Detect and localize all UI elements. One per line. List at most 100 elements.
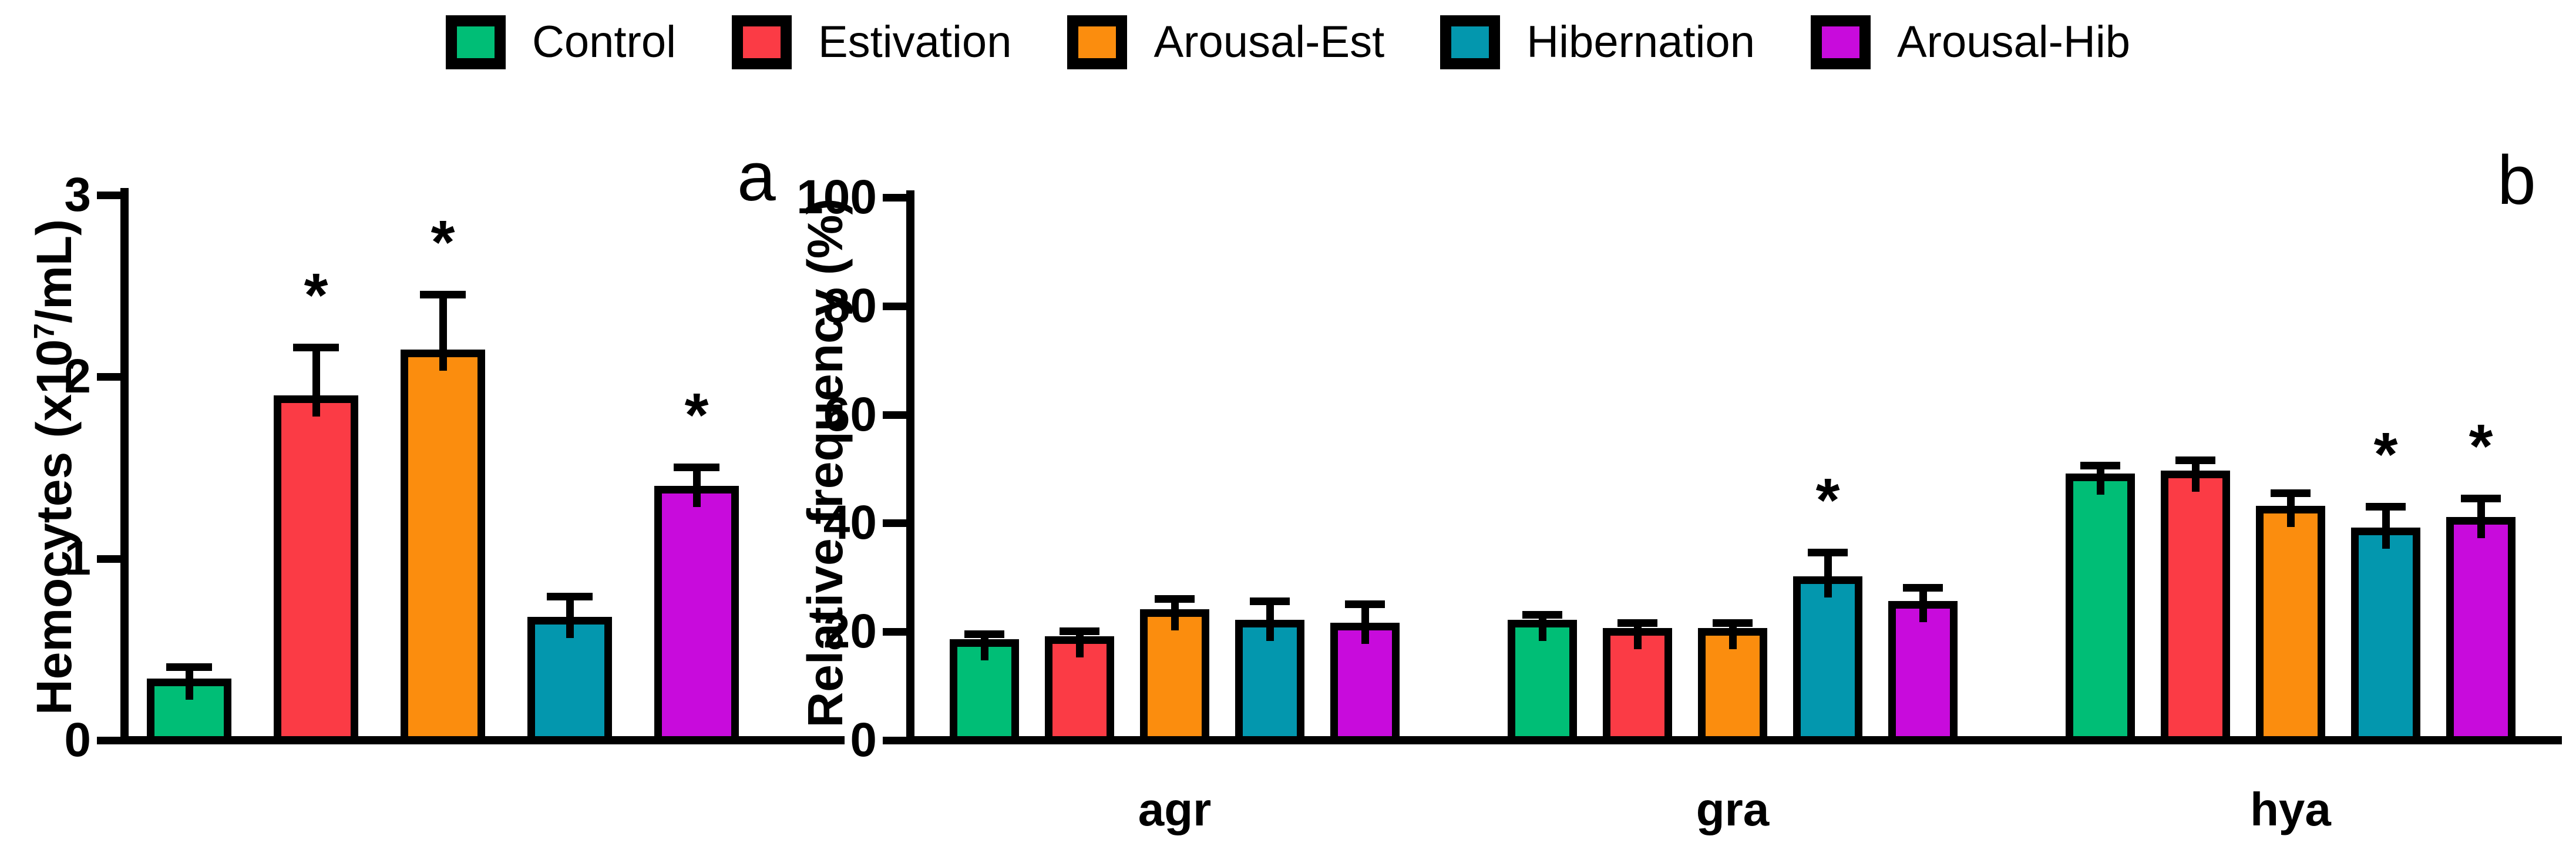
panel-a-y-axis-title: Hemocytes (x107/mL) (26, 219, 82, 716)
legend-label: Arousal-Est (1154, 17, 1385, 67)
error-bar-cap (293, 343, 339, 351)
significance-star: * (304, 260, 328, 330)
error-bar-stem (693, 464, 701, 508)
significance-star: * (2373, 419, 2398, 489)
error-bar-cap (1617, 619, 1657, 627)
y-tick-label: 0 (850, 713, 877, 767)
significance-star: * (684, 381, 709, 450)
y-tick-label: 3 (64, 168, 91, 222)
bar-control-hya (2066, 473, 2135, 744)
legend-item-control: Control (445, 15, 676, 69)
panel-b-x-axis-line (906, 736, 2562, 744)
error-bar-cap (1903, 584, 1943, 592)
y-tick-label: 100 (796, 170, 877, 224)
error-bar-stem (439, 291, 447, 371)
y-tick-label: 40 (823, 496, 877, 550)
panel-a-y-axis-line (120, 188, 129, 744)
error-bar-cap (1808, 549, 1848, 557)
significance-star: * (431, 208, 455, 277)
legend-item-hibernation: Hibernation (1440, 15, 1755, 69)
error-bar-cap (2461, 494, 2501, 502)
legend-swatch-arousal-est (1067, 15, 1128, 69)
error-bar-stem (1824, 549, 1832, 598)
y-tick-label: 2 (64, 350, 91, 404)
legend-label: Control (532, 17, 676, 67)
y-tick (883, 737, 906, 744)
bar-estivation (274, 395, 358, 744)
y-tick (883, 194, 906, 202)
panel-label-a: a (737, 138, 776, 216)
bar-arousal-hib-hya (2446, 516, 2516, 744)
significance-star: * (1815, 466, 1840, 535)
error-bar-cap (2175, 456, 2215, 465)
y-tick-label: 0 (64, 713, 91, 767)
legend-item-arousal-est: Arousal-Est (1067, 15, 1384, 69)
error-bar-stem (1634, 620, 1642, 650)
legend-label: Hibernation (1526, 17, 1755, 67)
y-tick (97, 737, 120, 744)
error-bar-stem (981, 630, 988, 660)
category-label-agr: agr (1138, 783, 1212, 835)
error-bar-stem (1361, 601, 1369, 644)
legend-item-estivation: Estivation (731, 15, 1012, 69)
y-tick (97, 373, 120, 381)
error-bar-cap (1522, 611, 1562, 619)
error-bar-stem (1919, 585, 1927, 622)
legend-swatch-estivation (731, 15, 792, 69)
error-bar-cap (1155, 595, 1195, 603)
error-bar-stem (186, 664, 193, 700)
legend-label: Estivation (818, 17, 1012, 67)
error-bar-cap (420, 291, 466, 299)
error-bar-stem (2477, 495, 2485, 538)
error-bar-stem (2287, 489, 2295, 528)
legend-label: Arousal-Hib (1896, 17, 2131, 67)
legend-swatch-control (445, 15, 506, 69)
bar-arousal-est (401, 350, 485, 744)
bar-hibernation-hya (2351, 528, 2420, 744)
panel-a-x-axis-line (120, 736, 845, 744)
error-bar-cap (166, 663, 212, 672)
error-bar-cap (964, 630, 1004, 638)
error-bar-stem (1076, 628, 1084, 658)
bar-arousal-est-agr (1140, 609, 1209, 744)
error-bar-cap (1713, 619, 1753, 627)
error-bar-stem (1171, 595, 1179, 630)
y-tick (883, 302, 906, 310)
error-bar-cap (674, 464, 719, 472)
y-tick (883, 411, 906, 419)
error-bar-cap (1250, 597, 1290, 606)
legend-item-arousal-hib: Arousal-Hib (1810, 15, 2131, 69)
error-bar-cap (1060, 627, 1099, 636)
bar-arousal-est-hya (2256, 506, 2325, 744)
y-tick-label: 60 (823, 387, 877, 441)
legend: Control Estivation Arousal-Est Hibernation A… (0, 13, 2576, 72)
y-tick-label: 20 (823, 605, 877, 659)
bar-arousal-hib-gra (1888, 601, 1958, 744)
error-bar-stem (566, 593, 574, 638)
y-tick-label: 80 (823, 278, 877, 333)
error-bar-cap (2271, 489, 2311, 497)
error-bar-stem (2097, 462, 2104, 495)
y-tick (97, 555, 120, 563)
y-tick-label: 1 (64, 531, 91, 585)
bar-estivation-hya (2161, 471, 2230, 744)
error-bar-cap (547, 592, 593, 600)
panel-b-y-axis-line (906, 190, 914, 744)
panel-label-b: b (2497, 142, 2536, 219)
legend-swatch-hibernation (1440, 15, 1501, 69)
y-tick (883, 628, 906, 636)
category-label-gra: gra (1696, 783, 1770, 835)
error-bar-stem (1729, 620, 1737, 650)
bar-hibernation-gra (1793, 576, 1862, 744)
error-bar-cap (1345, 600, 1385, 608)
error-bar-stem (1539, 612, 1546, 642)
error-bar-stem (312, 344, 320, 417)
y-tick (97, 192, 120, 200)
legend-swatch-arousal-hib (1810, 15, 1871, 69)
error-bar-stem (1266, 598, 1274, 642)
significance-star: * (2469, 411, 2493, 481)
error-bar-stem (2192, 457, 2200, 492)
bar-arousal-hib (654, 486, 739, 744)
error-bar-cap (2366, 502, 2406, 511)
y-tick (883, 519, 906, 528)
